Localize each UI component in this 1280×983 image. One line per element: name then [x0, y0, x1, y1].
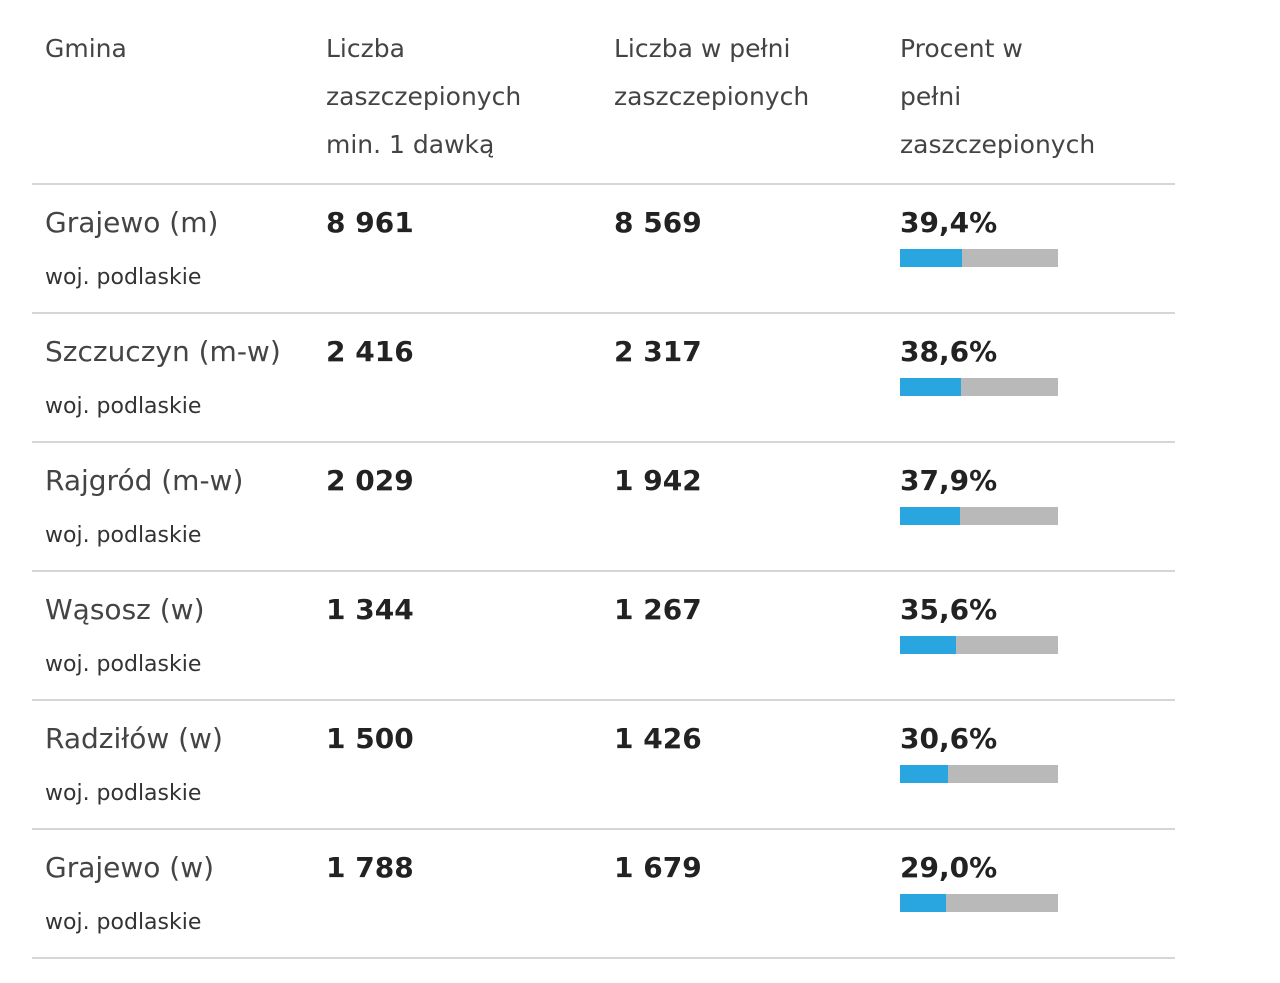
- progress-bar: [900, 765, 949, 783]
- column-header: zaszczepionych: [900, 130, 1096, 159]
- column-header: Gmina: [45, 34, 127, 63]
- first-dose-count: 2 416: [326, 335, 414, 368]
- percent-label: 35,6%: [900, 593, 998, 626]
- percent-label: 29,0%: [900, 851, 998, 884]
- divider: [32, 183, 1175, 185]
- progress-bar: [900, 636, 957, 654]
- column-header: Liczba w pełni: [614, 34, 791, 63]
- region: woj. podlaskie: [45, 652, 202, 677]
- column-header: min. 1 dawką: [326, 130, 495, 159]
- column-header: zaszczepionych: [326, 82, 522, 111]
- first-dose-count: 2 029: [326, 464, 414, 497]
- progress-bar: [900, 249, 963, 267]
- column-header: pełni: [900, 82, 962, 111]
- first-dose-count: 8 961: [326, 206, 414, 239]
- region: woj. podlaskie: [45, 781, 202, 806]
- percent-label: 30,6%: [900, 722, 998, 755]
- divider: [32, 699, 1175, 701]
- column-header: Liczba: [326, 34, 405, 63]
- first-dose-count: 1 788: [326, 851, 414, 884]
- divider: [32, 957, 1175, 959]
- region: woj. podlaskie: [45, 394, 202, 419]
- progress-bar: [900, 378, 961, 396]
- full-count: 1 942: [614, 464, 702, 497]
- full-count: 1 679: [614, 851, 702, 884]
- full-count: 8 569: [614, 206, 702, 239]
- region: woj. podlaskie: [45, 265, 202, 290]
- municipality: Wąsosz (w): [45, 593, 205, 626]
- region: woj. podlaskie: [45, 523, 202, 548]
- municipality: Radziłów (w): [45, 722, 223, 755]
- first-dose-count: 1 500: [326, 722, 414, 755]
- municipality: Grajewo (w): [45, 851, 215, 884]
- full-count: 2 317: [614, 335, 702, 368]
- region: woj. podlaskie: [45, 910, 202, 935]
- divider: [32, 828, 1175, 830]
- municipality: Szczuczyn (m-w): [45, 335, 281, 368]
- municipality: Rajgród (m-w): [45, 464, 244, 497]
- full-count: 1 426: [614, 722, 702, 755]
- full-count: 1 267: [614, 593, 702, 626]
- percent-label: 37,9%: [900, 464, 998, 497]
- progress-bar: [900, 894, 946, 912]
- progress-bar: [900, 507, 960, 525]
- percent-label: 38,6%: [900, 335, 998, 368]
- divider: [32, 570, 1175, 572]
- first-dose-count: 1 344: [326, 593, 414, 626]
- municipality: Grajewo (m): [45, 206, 219, 239]
- divider: [32, 441, 1175, 443]
- column-header: zaszczepionych: [614, 82, 810, 111]
- percent-label: 39,4%: [900, 206, 998, 239]
- divider: [32, 312, 1175, 314]
- column-header: Procent w: [900, 34, 1023, 63]
